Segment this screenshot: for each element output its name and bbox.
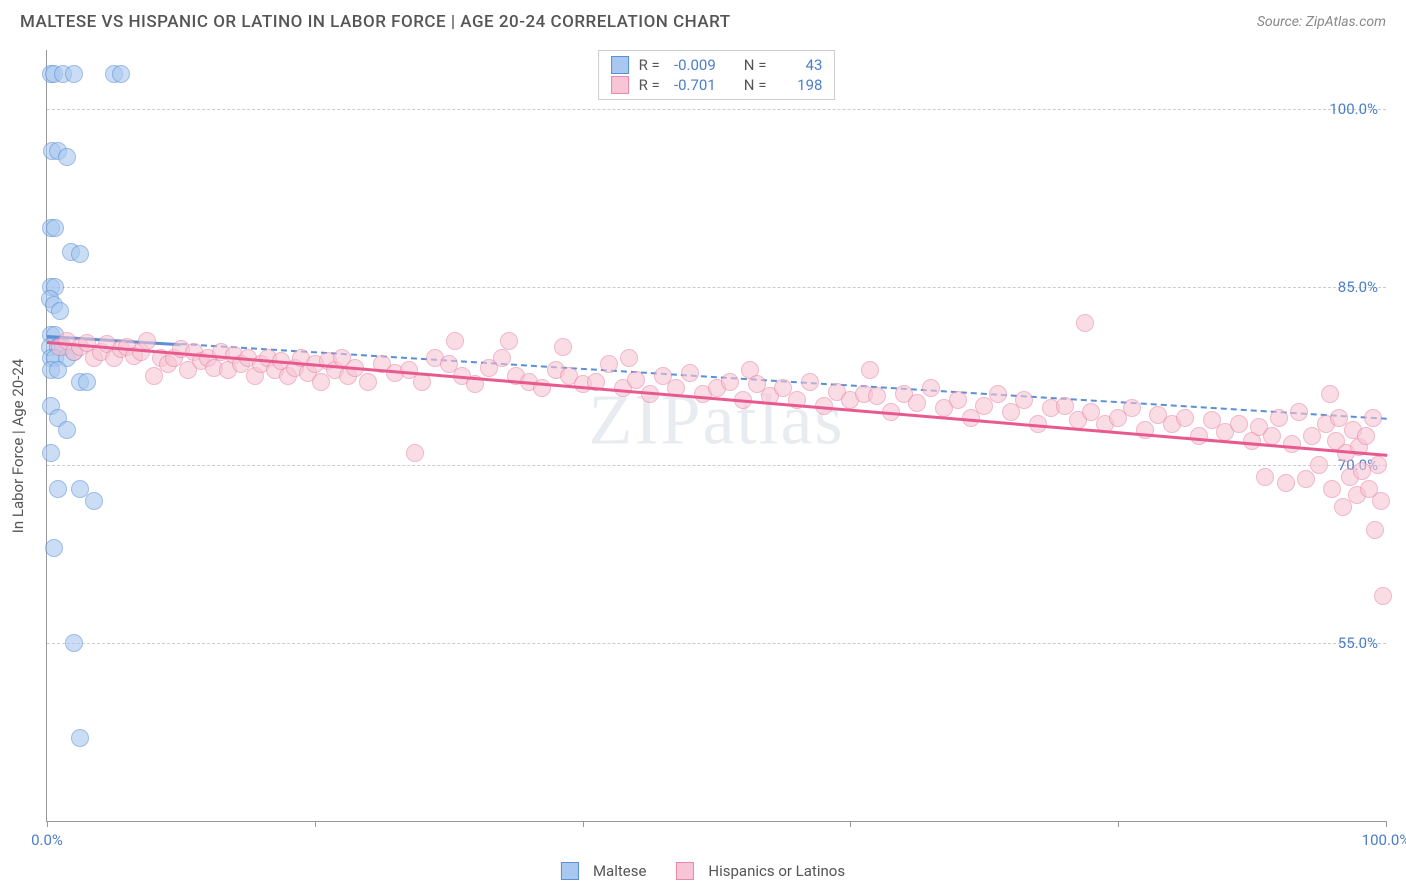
scatter-point xyxy=(49,480,67,498)
scatter-point xyxy=(359,373,377,391)
x-tick xyxy=(1118,821,1119,827)
scatter-point xyxy=(500,332,518,350)
scatter-point xyxy=(42,444,60,462)
scatter-point xyxy=(801,373,819,391)
gridline xyxy=(47,465,1386,466)
scatter-point xyxy=(1015,391,1033,409)
scatter-point xyxy=(446,332,464,350)
gridline xyxy=(47,109,1386,110)
x-tick xyxy=(850,821,851,827)
scatter-point xyxy=(1321,385,1339,403)
legend-swatch xyxy=(561,862,579,880)
y-tick-label: 85.0% xyxy=(1338,278,1378,296)
stat-r-label: R = xyxy=(639,76,660,94)
scatter-point xyxy=(1076,314,1094,332)
stat-n-label: N = xyxy=(744,76,767,94)
scatter-point xyxy=(71,245,89,263)
stat-n-label: N = xyxy=(744,56,767,74)
scatter-point xyxy=(1357,427,1375,445)
scatter-point xyxy=(65,634,83,652)
trendline xyxy=(47,341,1387,457)
scatter-point xyxy=(1190,427,1208,445)
scatter-point xyxy=(1372,492,1390,510)
x-tick xyxy=(1386,821,1387,827)
scatter-point xyxy=(1283,435,1301,453)
scatter-point xyxy=(65,65,83,83)
scatter-point xyxy=(71,729,89,747)
scatter-point xyxy=(922,379,940,397)
chart-title: MALTESE VS HISPANIC OR LATINO IN LABOR F… xyxy=(20,12,731,32)
legend-swatch xyxy=(611,76,629,94)
scatter-point xyxy=(627,371,645,389)
scatter-point xyxy=(1056,397,1074,415)
scatter-point xyxy=(868,387,886,405)
scatter-point xyxy=(721,373,739,391)
gridline xyxy=(47,643,1386,644)
scatter-point xyxy=(681,364,699,382)
legend-label: Maltese xyxy=(593,862,646,880)
scatter-point xyxy=(45,539,63,557)
chart-source: Source: ZipAtlas.com xyxy=(1257,14,1386,30)
scatter-point xyxy=(989,385,1007,403)
scatter-point xyxy=(112,65,130,83)
scatter-point xyxy=(1366,521,1384,539)
scatter-point xyxy=(620,349,638,367)
stat-r-label: R = xyxy=(639,56,660,74)
scatter-point xyxy=(1297,470,1315,488)
stat-r-value: -0.009 xyxy=(664,56,716,74)
stat-r-value: -0.701 xyxy=(664,76,716,94)
scatter-point xyxy=(406,444,424,462)
scatter-point xyxy=(493,349,511,367)
series-legend: Maltese Hispanics or Latinos xyxy=(561,862,845,880)
scatter-point xyxy=(949,391,967,409)
legend-item: Maltese xyxy=(561,862,646,880)
stats-legend: R =-0.009 N =43 R =-0.701 N =198 xyxy=(598,50,836,100)
legend-swatch xyxy=(676,862,694,880)
scatter-point xyxy=(58,148,76,166)
scatter-point xyxy=(1230,415,1248,433)
scatter-point xyxy=(1290,403,1308,421)
scatter-point xyxy=(138,332,156,350)
gridline xyxy=(47,287,1386,288)
y-tick-label: 100.0% xyxy=(1329,100,1378,118)
legend-swatch xyxy=(611,56,629,74)
scatter-point xyxy=(49,361,67,379)
stats-row: R =-0.009 N =43 xyxy=(611,55,823,75)
scatter-point xyxy=(78,373,96,391)
x-tick xyxy=(47,821,48,827)
y-axis-label: In Labor Force | Age 20-24 xyxy=(9,359,27,533)
legend-item: Hispanics or Latinos xyxy=(676,862,845,880)
scatter-point xyxy=(861,361,879,379)
x-tick xyxy=(315,821,316,827)
scatter-point xyxy=(1256,468,1274,486)
scatter-point xyxy=(554,338,572,356)
scatter-point xyxy=(1364,409,1382,427)
scatter-point xyxy=(85,492,103,510)
scatter-point xyxy=(1263,427,1281,445)
legend-label: Hispanics or Latinos xyxy=(708,862,845,880)
scatter-point xyxy=(1270,409,1288,427)
chart-header: MALTESE VS HISPANIC OR LATINO IN LABOR F… xyxy=(0,0,1406,40)
scatter-point xyxy=(600,355,618,373)
y-tick-label: 55.0% xyxy=(1338,634,1378,652)
x-tick-label: 0.0% xyxy=(31,831,63,849)
scatter-point xyxy=(1369,456,1387,474)
scatter-point xyxy=(1323,480,1341,498)
x-tick-label: 100.0% xyxy=(1362,831,1406,849)
chart-plot-area: ZIPatlas R =-0.009N =43R =-0.701N =198 5… xyxy=(46,50,1386,822)
scatter-point xyxy=(908,394,926,412)
stat-n-value: 198 xyxy=(770,76,822,94)
scatter-point xyxy=(1310,456,1328,474)
stats-row: R =-0.701 N =198 xyxy=(611,75,823,95)
scatter-point xyxy=(51,302,69,320)
scatter-point xyxy=(1277,474,1295,492)
scatter-point xyxy=(1123,399,1141,417)
scatter-point xyxy=(1176,409,1194,427)
stat-n-value: 43 xyxy=(770,56,822,74)
scatter-point xyxy=(46,219,64,237)
scatter-point xyxy=(1374,587,1392,605)
x-tick xyxy=(583,821,584,827)
scatter-point xyxy=(58,421,76,439)
